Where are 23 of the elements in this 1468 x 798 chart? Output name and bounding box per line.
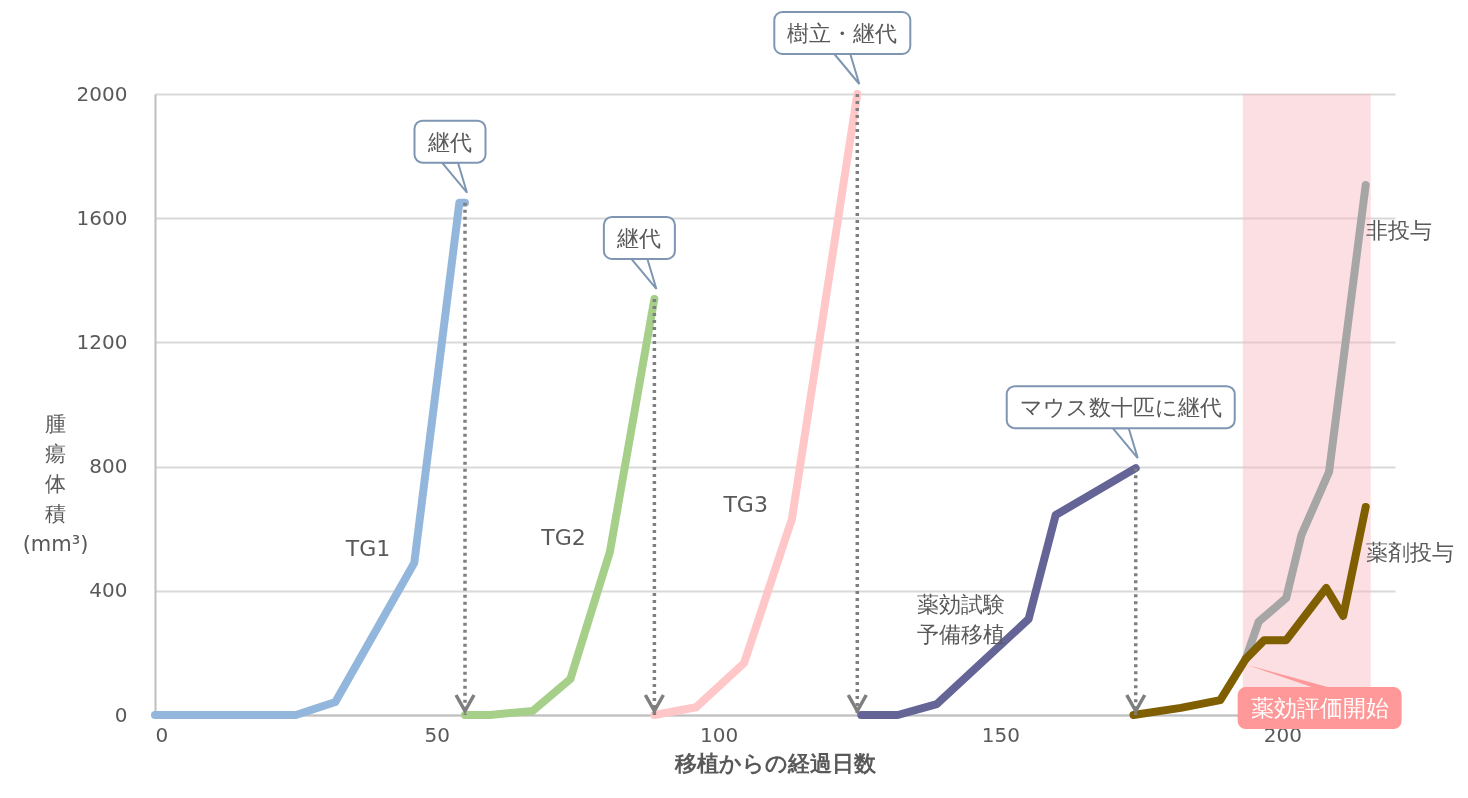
x-tick-label: 100 xyxy=(700,722,739,747)
y-tick-label: 0 xyxy=(114,702,128,727)
y-tick-label: 400 xyxy=(89,578,128,603)
y-tick-label: 2000 xyxy=(76,81,128,106)
annotation: 樹立・継代 xyxy=(787,21,898,46)
x-tick-label: 0 xyxy=(155,722,169,747)
y-axis-title: 腫瘍体積(mm³) xyxy=(22,411,89,556)
series-label: TG1 xyxy=(344,535,391,561)
y-tick-label: 1200 xyxy=(76,329,128,354)
series-label: 非投与 xyxy=(1365,217,1432,243)
x-tick-label: 50 xyxy=(424,722,451,747)
y-tick-label: 1600 xyxy=(76,205,128,230)
annotation: 薬効評価開始 xyxy=(1250,695,1389,722)
annotation: マウス数十匹に継代 xyxy=(1019,395,1222,421)
annotation: 継代 xyxy=(427,129,472,155)
series-label: TG2 xyxy=(540,524,586,550)
series-label: 薬剤投与 xyxy=(1365,539,1454,565)
series-label: 薬効試験予備移植 xyxy=(916,592,1005,648)
y-tick-label: 800 xyxy=(89,454,128,479)
x-axis-title: 移植からの経過日数 xyxy=(674,750,877,776)
series-label: TG3 xyxy=(722,492,768,518)
annotation: 継代 xyxy=(616,225,662,251)
x-tick-label: 150 xyxy=(981,722,1021,747)
